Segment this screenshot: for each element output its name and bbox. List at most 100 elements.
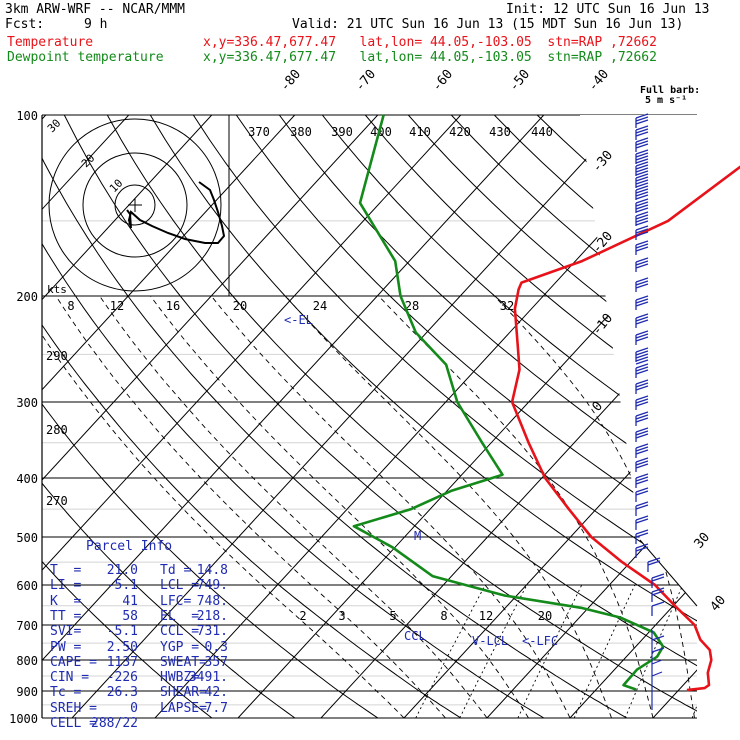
wind-barb bbox=[635, 457, 649, 472]
parcel-label: T = bbox=[50, 563, 82, 578]
barb-note-line1: Full barb: bbox=[640, 85, 701, 96]
wind-barb bbox=[635, 313, 649, 328]
parcel-label: CELL = bbox=[50, 716, 97, 731]
isotherm-line bbox=[237, 218, 697, 718]
pressure-grid bbox=[42, 114, 697, 719]
barb-note-line2: 5 m s⁻¹ bbox=[645, 95, 688, 106]
wind-barb bbox=[635, 347, 649, 365]
dry-adiabats bbox=[42, 115, 697, 718]
parcel-value: 218. bbox=[196, 608, 228, 624]
theta-label: 380 bbox=[290, 125, 312, 139]
isotherm-label: -40 bbox=[586, 67, 613, 95]
wind-barb bbox=[647, 557, 661, 572]
dry-adiabat-line bbox=[63, 115, 697, 712]
theta-left-label: 270 bbox=[46, 494, 68, 508]
mixing-ratio-top-label: 20 bbox=[233, 299, 247, 313]
wind-barb bbox=[635, 185, 649, 200]
mixing-ratio-low-label: 3 bbox=[338, 609, 345, 623]
valid-time: Valid: 21 UTC Sun 16 Jun 13 (15 MDT Sun … bbox=[292, 17, 684, 32]
pressure-tick-label: 100 bbox=[16, 109, 38, 123]
parcel-label: SREH = bbox=[50, 700, 97, 716]
forecast-hour: 9 h bbox=[84, 17, 108, 32]
pressure-tick-label: 500 bbox=[16, 531, 38, 545]
wind-barb bbox=[635, 543, 649, 558]
wind-barb bbox=[635, 161, 649, 176]
level-annotation: <-LFC bbox=[522, 634, 558, 648]
mixing-ratio-line bbox=[459, 584, 528, 718]
dewpoint-line bbox=[352, 114, 665, 691]
parcel-value: 42. bbox=[204, 685, 228, 701]
model-title: 3km ARW-WRF -- NCAR/MMM bbox=[5, 2, 186, 17]
parcel-value: 357 bbox=[204, 654, 228, 670]
wind-barb bbox=[635, 515, 649, 530]
hodograph-ring-label: 30 bbox=[45, 117, 64, 136]
dry-adiabat-line bbox=[42, 482, 296, 718]
hodograph-ring bbox=[114, 184, 156, 226]
dry-adiabat-line bbox=[235, 115, 697, 535]
hodograph-ring-label: 20 bbox=[79, 152, 98, 171]
isotherm-line bbox=[42, 115, 213, 301]
isotherm-line bbox=[71, 115, 628, 718]
parcel-label: YGP = bbox=[160, 639, 200, 655]
isotherm-line bbox=[42, 115, 296, 391]
mixing-ratio-low-label: 5 bbox=[389, 609, 396, 623]
parcel-value: 26.3 bbox=[106, 685, 138, 701]
wind-barb bbox=[635, 395, 649, 410]
parcel-value: 7.7 bbox=[204, 700, 228, 716]
wind-barb-lower bbox=[651, 630, 665, 710]
wind-barb bbox=[635, 529, 649, 544]
dry-adiabat-line bbox=[321, 115, 697, 451]
parcel-value: 288/22 bbox=[91, 716, 138, 731]
parcel-value: 21.0 bbox=[106, 563, 138, 578]
wind-barb bbox=[635, 379, 649, 394]
parcel-label: PW = bbox=[50, 639, 82, 655]
parcel-info-title: Parcel Info bbox=[86, 539, 173, 554]
parcel-value: 1137 bbox=[106, 654, 138, 670]
mixing-ratio-line bbox=[624, 584, 684, 718]
parcel-label: LFC= bbox=[160, 593, 192, 609]
wind-barb bbox=[635, 427, 649, 442]
dry-adiabat-line bbox=[278, 115, 697, 493]
sounding-series bbox=[352, 114, 740, 692]
hodograph-ring-label: 10 bbox=[107, 177, 126, 196]
wind-barb bbox=[635, 473, 649, 488]
parcel-label: K = bbox=[50, 593, 82, 609]
wind-barb bbox=[635, 211, 649, 226]
parcel-label: CAPE = bbox=[50, 654, 97, 670]
wind-barb bbox=[635, 330, 649, 345]
level-annotation: V-LCL bbox=[472, 634, 508, 648]
moist-adiabat-line bbox=[99, 295, 488, 718]
parcel-value: 0.3 bbox=[204, 639, 228, 655]
theta-label: 410 bbox=[409, 125, 431, 139]
theta-label: 420 bbox=[449, 125, 471, 139]
parcel-label: LCL = bbox=[160, 578, 200, 594]
hodograph-center bbox=[128, 198, 142, 212]
pressure-tick-label: 800 bbox=[16, 654, 38, 668]
parcel-value: 3491. bbox=[188, 670, 228, 686]
parcel-value: -226 bbox=[106, 670, 138, 686]
dry-adiabat-line bbox=[42, 324, 462, 718]
outside-mask bbox=[580, 115, 740, 740]
mixing-ratio-top-label: 32 bbox=[500, 299, 514, 313]
parcel-label: SVI= bbox=[50, 624, 82, 640]
mixing-ratio-top-label: 24 bbox=[313, 299, 327, 313]
theta-label: 390 bbox=[331, 125, 353, 139]
parcel-label: CIN = bbox=[50, 670, 90, 686]
mixing-ratio-top-label: 16 bbox=[166, 299, 180, 313]
mixing-ratio-line bbox=[517, 584, 583, 718]
parcel-value: -5.1 bbox=[106, 578, 138, 594]
wind-barb bbox=[635, 113, 649, 128]
wind-barb bbox=[635, 125, 649, 140]
level-annotation: <-EL bbox=[284, 313, 313, 327]
parcel-value: -5.1 bbox=[106, 624, 138, 640]
isotherm-label: -60 bbox=[430, 67, 457, 95]
parcel-value: 749. bbox=[196, 578, 228, 594]
wind-barb bbox=[635, 363, 649, 378]
isotherm-line bbox=[569, 579, 697, 718]
pressure-tick-label: 1000 bbox=[9, 712, 38, 726]
wind-barb bbox=[651, 573, 665, 588]
init-time: Init: 12 UTC Sun 16 Jun 13 bbox=[506, 2, 710, 17]
theta-left-label: 290 bbox=[46, 349, 68, 363]
mixing-ratio-low-label: 12 bbox=[479, 609, 493, 623]
